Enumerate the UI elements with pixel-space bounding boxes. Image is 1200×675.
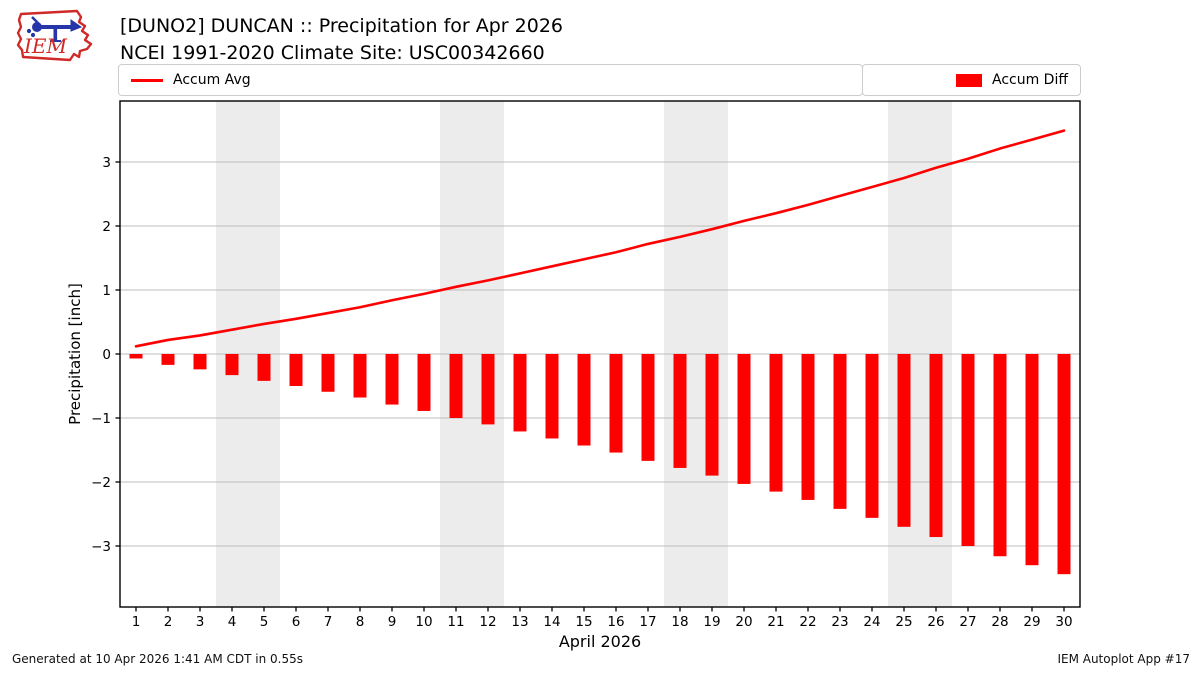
autoplot-app-label: IEM Autoplot App #17 bbox=[1057, 652, 1190, 666]
generated-timestamp: Generated at 10 Apr 2026 1:41 AM CDT in … bbox=[12, 652, 303, 666]
x-axis-label: April 2026 bbox=[559, 632, 641, 651]
accum-diff-bar bbox=[673, 354, 687, 468]
accum-diff-bar bbox=[641, 354, 655, 461]
accum-diff-bar bbox=[481, 354, 495, 425]
legend: Accum Avg Accum Diff bbox=[118, 64, 1081, 96]
page-title: [DUNO2] DUNCAN :: Precipitation for Apr … bbox=[120, 15, 563, 37]
gridlines bbox=[120, 161, 1080, 547]
accum-diff-bar bbox=[385, 354, 399, 405]
accum-diff-bar bbox=[225, 354, 239, 376]
accum-diff-bars bbox=[129, 354, 1071, 575]
x-tick-label: 25 bbox=[895, 614, 912, 630]
accum-diff-bar bbox=[929, 354, 943, 538]
y-tick-label: −1 bbox=[91, 411, 111, 427]
accum-diff-bar bbox=[801, 354, 815, 500]
y-tick-label: −3 bbox=[91, 539, 111, 555]
x-tick-label: 21 bbox=[767, 614, 784, 630]
accum-avg-line bbox=[134, 129, 1066, 348]
x-tick-label: 26 bbox=[927, 614, 944, 630]
accum-diff-bar bbox=[577, 354, 591, 446]
accum-diff-bar bbox=[257, 354, 271, 381]
accum-diff-bar bbox=[993, 354, 1007, 557]
accum-diff-bar bbox=[353, 354, 367, 398]
accum-diff-bar bbox=[769, 354, 783, 492]
accum-diff-bar bbox=[193, 354, 207, 370]
title-block: [DUNO2] DUNCAN :: Precipitation for Apr … bbox=[120, 13, 563, 67]
accum-diff-bar bbox=[961, 354, 975, 546]
x-tick-label: 10 bbox=[415, 614, 432, 630]
accum-diff-bar bbox=[897, 354, 911, 527]
weather-vane-icon bbox=[26, 16, 83, 42]
accum-diff-bar bbox=[129, 354, 143, 359]
x-tick-label: 11 bbox=[447, 614, 464, 630]
tick-labels: 1 2 3 4 5 6 7 8 9 10 11 12 13 14 15 16 17 18 19 20 21 22 23 24 2… bbox=[91, 155, 1073, 630]
page-subtitle: NCEI 1991-2020 Climate Site: USC00342660 bbox=[120, 42, 545, 64]
accum-diff-bar bbox=[705, 354, 719, 476]
x-tick-label: 22 bbox=[799, 614, 816, 630]
x-tick-label: 15 bbox=[575, 614, 592, 630]
iem-logo: IEM bbox=[16, 9, 93, 62]
y-axis-label: Precipitation [inch] bbox=[66, 283, 84, 425]
x-tick-label: 30 bbox=[1055, 614, 1072, 630]
x-tick-label: 18 bbox=[671, 614, 688, 630]
y-tick-label: 0 bbox=[102, 347, 111, 363]
x-tick-label: 13 bbox=[511, 614, 528, 630]
legend-entry-accum-diff: Accum Diff bbox=[862, 64, 1081, 96]
y-tick-label: 3 bbox=[102, 155, 111, 171]
x-tick-label: 4 bbox=[228, 614, 237, 630]
x-tick-label: 17 bbox=[639, 614, 656, 630]
legend-label-accum-diff: Accum Diff bbox=[991, 72, 1068, 88]
x-tick-label: 9 bbox=[388, 614, 397, 630]
accum-avg-line-swatch-icon bbox=[131, 78, 163, 82]
x-tick-label: 6 bbox=[292, 614, 301, 630]
accum-diff-bar bbox=[833, 354, 847, 509]
x-tick-label: 1 bbox=[132, 614, 141, 630]
accum-diff-bar bbox=[737, 354, 751, 484]
accum-diff-bar bbox=[865, 354, 879, 518]
x-tick-label: 27 bbox=[959, 614, 976, 630]
footer: Generated at 10 Apr 2026 1:41 AM CDT in … bbox=[12, 652, 1190, 666]
x-tick-label: 2 bbox=[164, 614, 173, 630]
x-tick-label: 19 bbox=[703, 614, 720, 630]
accum-diff-bar bbox=[1057, 354, 1071, 575]
x-tick-label: 14 bbox=[543, 614, 560, 630]
x-tick-label: 23 bbox=[831, 614, 848, 630]
accum-diff-bar bbox=[449, 354, 463, 418]
y-tick-label: 2 bbox=[102, 219, 111, 235]
x-tick-label: 5 bbox=[260, 614, 269, 630]
accum-diff-bar bbox=[289, 354, 303, 386]
accum-diff-bar bbox=[161, 354, 175, 365]
x-tick-label: 8 bbox=[356, 614, 365, 630]
accum-diff-bar bbox=[545, 354, 559, 439]
x-tick-label: 29 bbox=[1023, 614, 1040, 630]
y-tick-label: 1 bbox=[102, 283, 111, 299]
y-tick-label: −2 bbox=[91, 475, 111, 491]
x-tick-label: 16 bbox=[607, 614, 624, 630]
axis-ticks bbox=[115, 161, 1065, 612]
accum-diff-bar bbox=[609, 354, 623, 453]
legend-label-accum-avg: Accum Avg bbox=[173, 72, 251, 88]
x-tick-label: 3 bbox=[196, 614, 205, 630]
x-tick-label: 28 bbox=[991, 614, 1008, 630]
accum-diff-bar bbox=[1025, 354, 1039, 566]
x-tick-label: 12 bbox=[479, 614, 496, 630]
logo-text: IEM bbox=[23, 34, 68, 58]
accum-diff-bar bbox=[513, 354, 527, 432]
accum-diff-bar-swatch-icon bbox=[955, 73, 982, 87]
x-tick-label: 20 bbox=[735, 614, 752, 630]
accum-diff-bar bbox=[417, 354, 431, 411]
accum-diff-bar bbox=[321, 354, 335, 392]
x-tick-label: 7 bbox=[324, 614, 333, 630]
legend-entry-accum-avg: Accum Avg bbox=[118, 64, 863, 96]
x-tick-label: 24 bbox=[863, 614, 880, 630]
